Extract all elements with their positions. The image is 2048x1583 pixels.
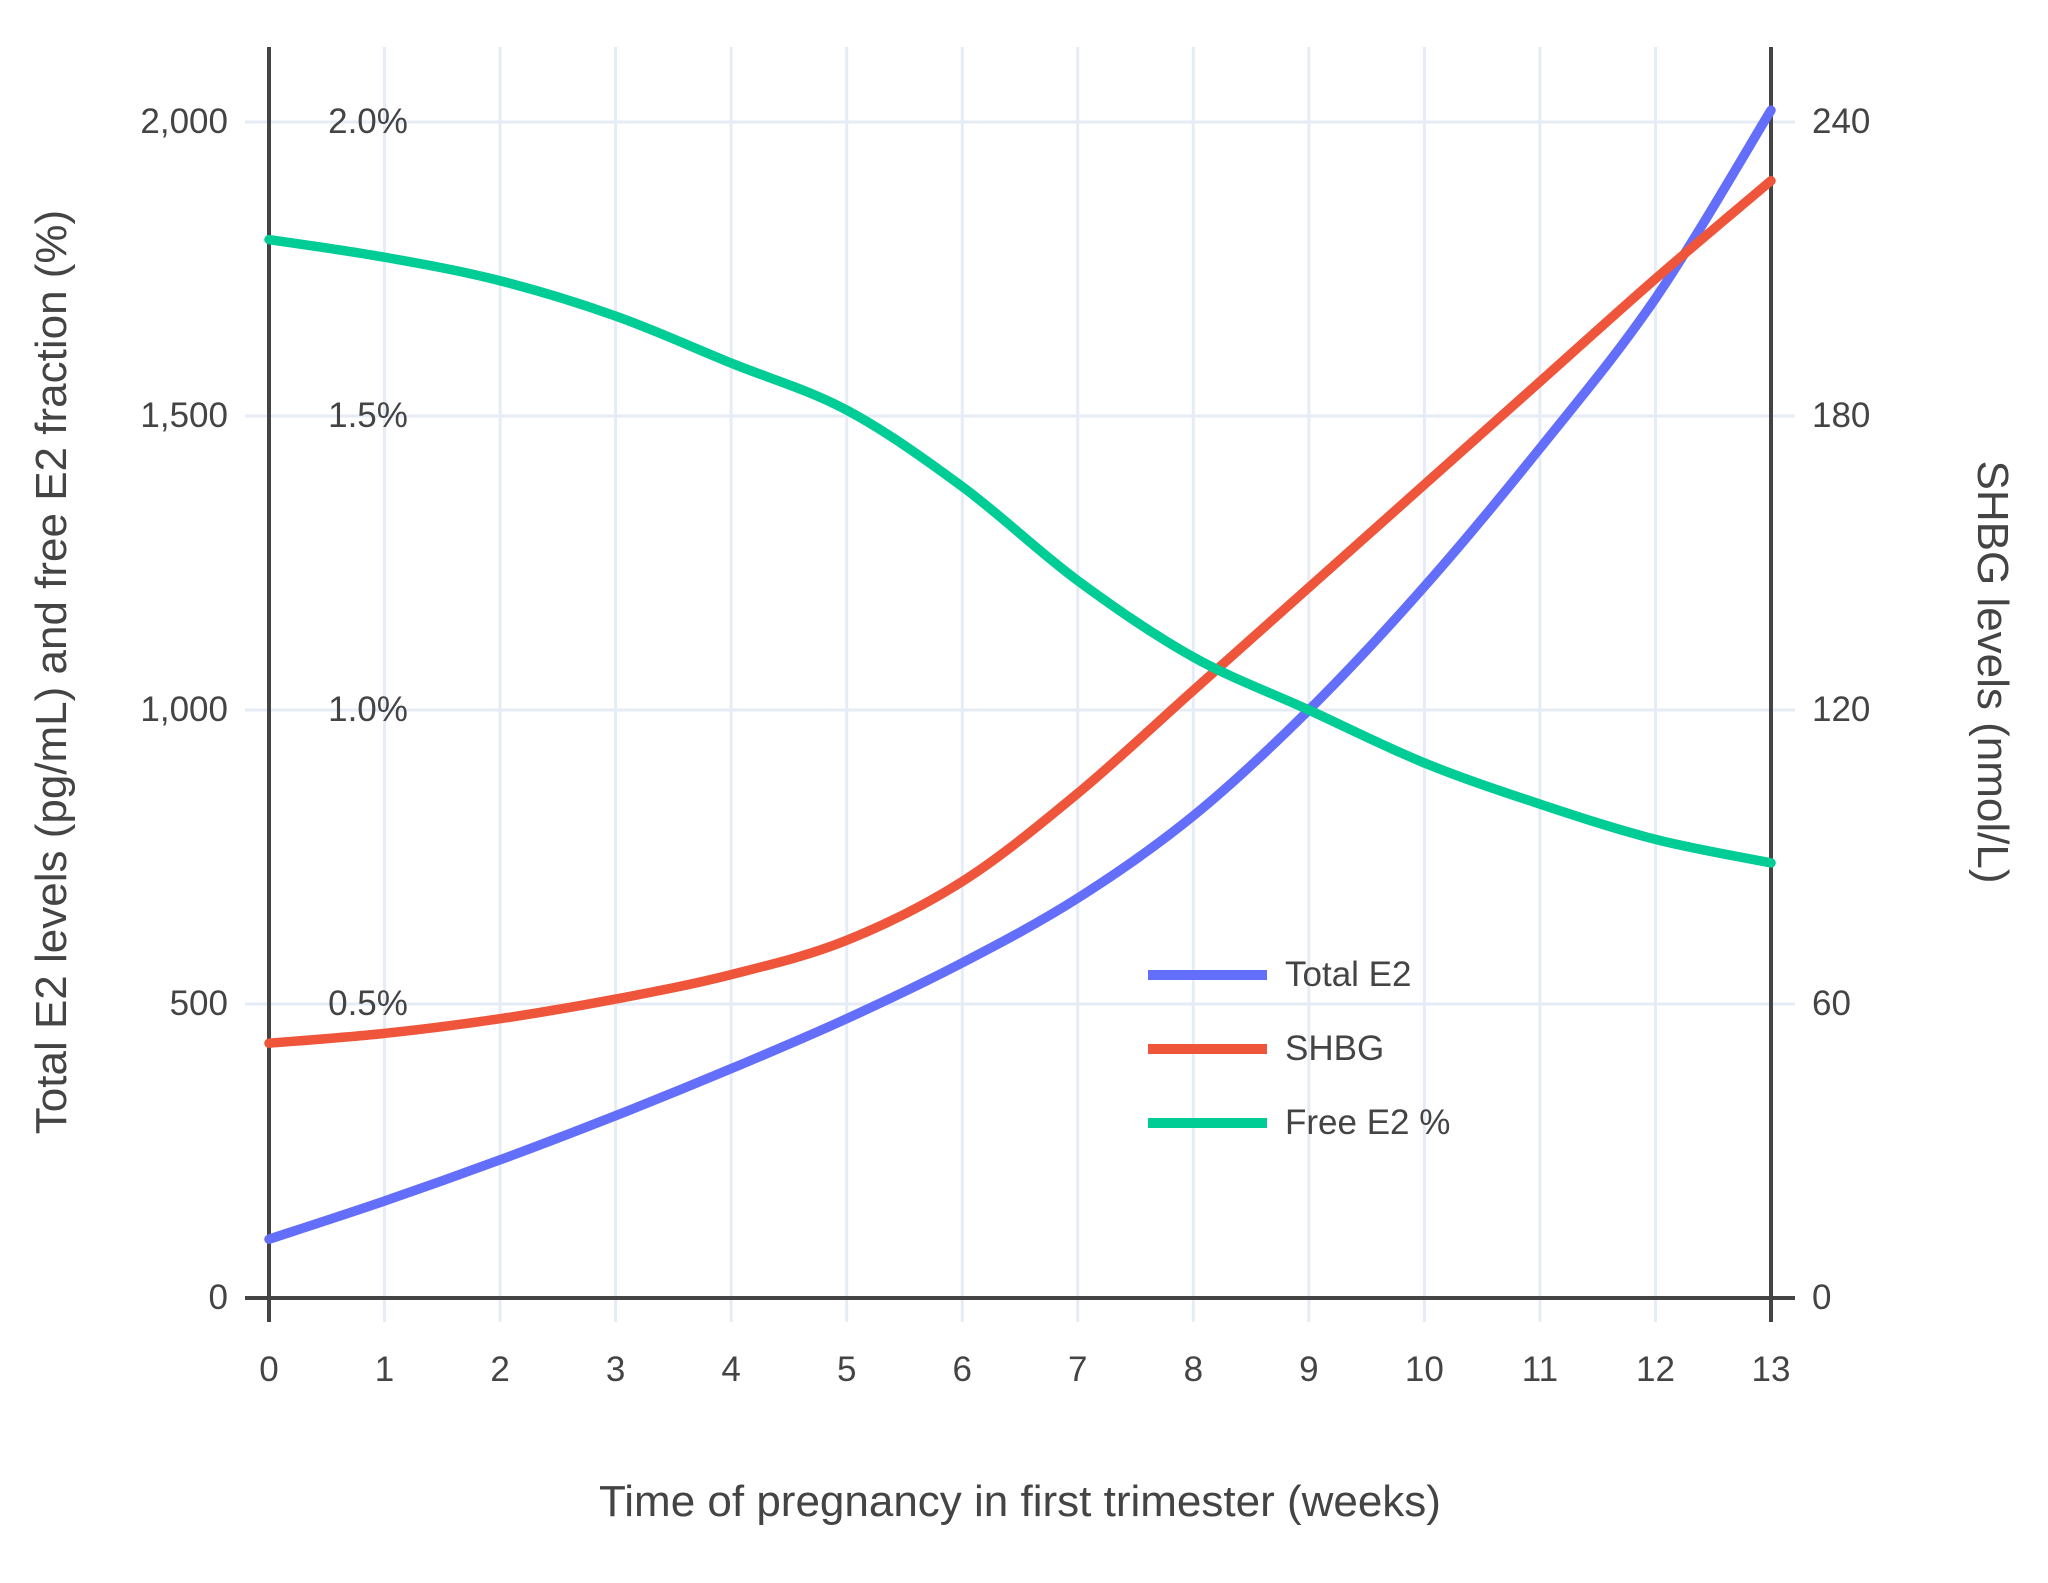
left-y-tick-label: 1,000 [140,690,228,729]
x-tick-label: 3 [605,1350,626,1389]
left-y-tick-label: 500 [169,984,228,1023]
x-tick-label: 1 [374,1350,395,1389]
tick-marks [245,120,1795,1322]
right-y-tick-label: 0 [1812,1278,1832,1317]
right-y-tick-label: 120 [1812,690,1871,729]
gridlines [269,47,1771,1298]
left-y-tick-label: 0 [208,1278,228,1317]
left-y-tick-label: 1,500 [140,396,228,435]
left-y-axis-title: Total E2 levels (pg/mL) and free E2 frac… [27,209,76,1135]
x-tick-label: 4 [721,1350,741,1389]
right-y-axis-title: SHBG levels (nmol/L) [1968,460,2017,884]
legend-label: SHBG [1285,1029,1385,1068]
percent-gridline-label: 1.0% [328,690,408,729]
percent-gridline-label: 0.5% [328,984,408,1023]
legend-label: Total E2 [1285,955,1412,994]
series-line-shbg [264,176,1776,1048]
legend-item-shbg[interactable]: SHBG [1148,1012,1450,1086]
left-y-tick-label: 2,000 [140,102,228,141]
legend-label: Free E2 % [1285,1103,1451,1142]
legend-line-swatch [1148,1118,1267,1128]
percent-gridline-label: 1.5% [328,396,408,435]
axis-lines [245,47,1795,1322]
x-tick-label: 8 [1183,1350,1204,1389]
x-tick-label: 13 [1751,1350,1791,1389]
right-y-tick-label: 240 [1812,102,1871,141]
legend-line-swatch [1148,1044,1267,1054]
series-line-free-e2 [264,234,1776,868]
right-y-tick-label: 60 [1812,984,1851,1023]
x-tick-label: 9 [1299,1350,1319,1389]
legend-item-total-e2[interactable]: Total E2 [1148,938,1450,1012]
legend-item-free-e2[interactable]: Free E2 % [1148,1086,1450,1160]
x-tick-label: 6 [952,1350,972,1389]
series-line-total-e2 [264,105,1776,1244]
legend: Total E2 SHBG Free E2 % [1148,938,1450,1160]
x-tick-label: 5 [836,1350,857,1389]
x-tick-label: 11 [1521,1350,1559,1389]
x-tick-label: 10 [1404,1350,1444,1389]
x-axis-title: Time of pregnancy in first trimester (we… [599,1477,1441,1526]
percent-gridline-label: 2.0% [328,102,408,141]
x-tick-label: 12 [1635,1350,1675,1389]
x-tick-label: 0 [259,1350,279,1389]
series-lines [264,105,1776,1244]
x-tick-label: 2 [490,1350,510,1389]
right-y-tick-label: 180 [1812,396,1871,435]
legend-line-swatch [1148,970,1267,980]
x-tick-label: 7 [1068,1350,1088,1389]
